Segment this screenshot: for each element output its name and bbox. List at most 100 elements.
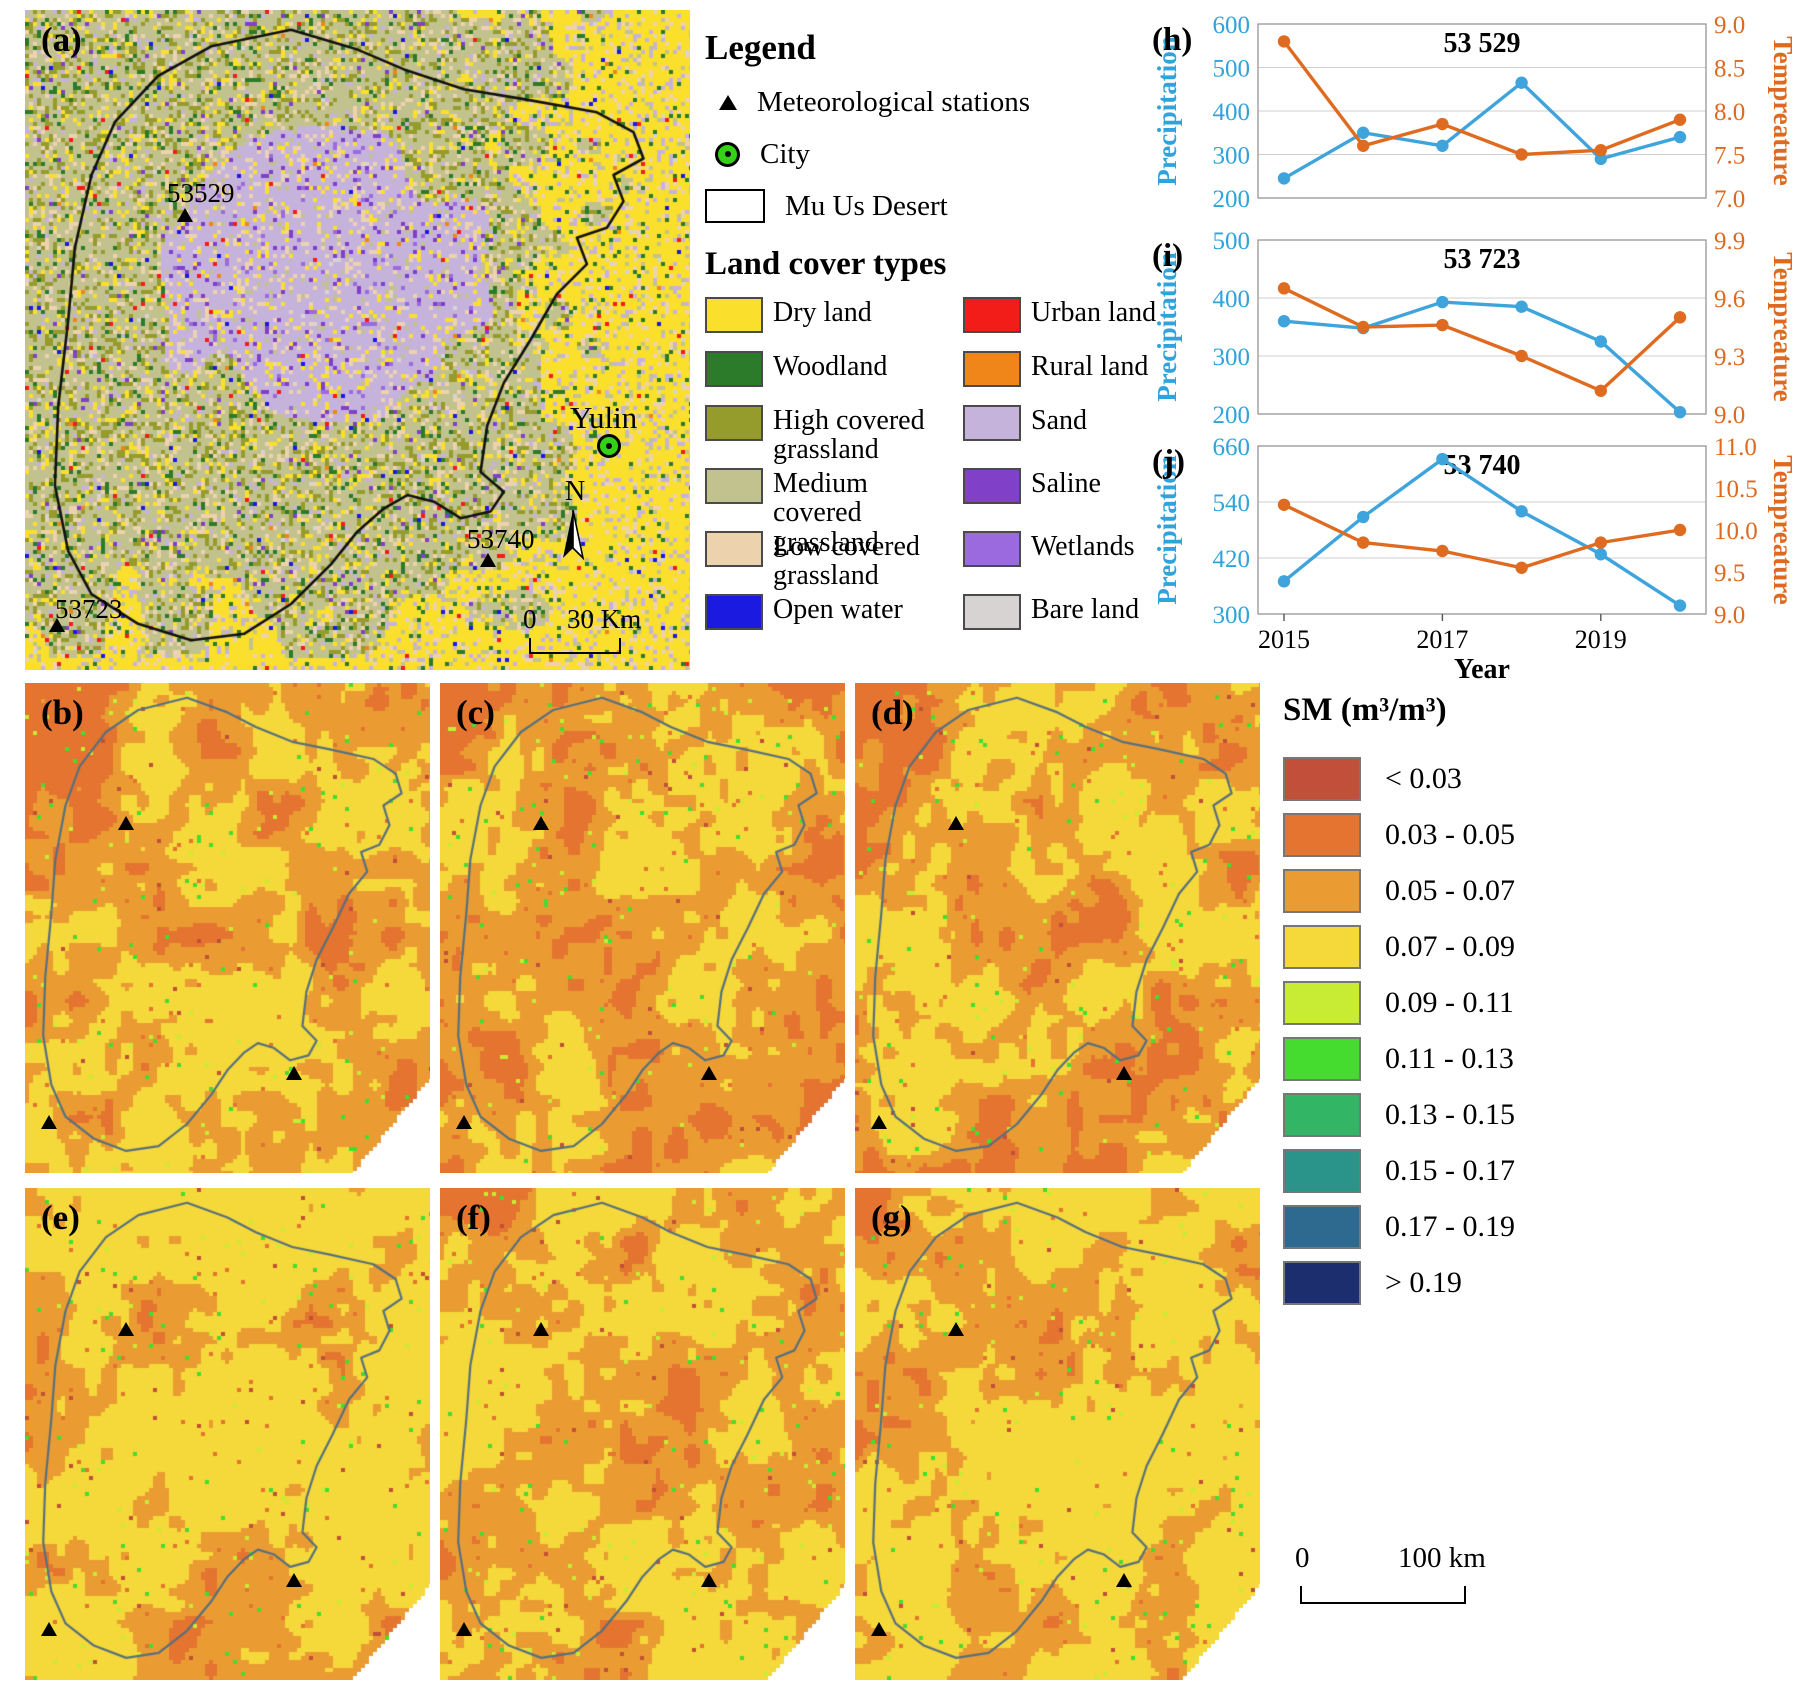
landcover-map-canvas [25,10,690,670]
landcover-item: Bare land [963,594,1178,648]
panel-label-g: (g) [871,1198,912,1237]
svg-text:600: 600 [1213,12,1251,39]
sm-map-f: (f) [440,1188,845,1680]
sm-map-e: (e) [25,1188,430,1680]
color-swatch [1283,757,1361,801]
svg-text:200: 200 [1213,402,1251,429]
svg-text:10.0: 10.0 [1714,518,1758,545]
sm-class-item: 0.03 - 0.05 [1283,807,1703,863]
svg-text:500: 500 [1213,228,1251,255]
color-swatch [963,594,1021,630]
svg-text:Tempreature: Tempreature [1768,252,1795,402]
svg-text:400: 400 [1213,99,1251,126]
station-triangle [286,1065,303,1080]
color-swatch [1283,981,1361,1025]
svg-text:2015: 2015 [1258,625,1310,654]
landcover-item: Sand [963,405,1178,468]
color-swatch [1283,1261,1361,1305]
sm-class-item: 0.09 - 0.11 [1283,975,1703,1031]
color-swatch [705,594,763,630]
station-triangle [456,1621,473,1636]
color-swatch [963,297,1021,333]
station-triangle [701,1065,718,1080]
color-swatch [1283,1149,1361,1193]
panel-label-b: (b) [41,693,84,732]
station-triangle [948,816,965,830]
panel-label-a: (a) [41,20,82,59]
landcover-legend-grid: Dry land Urban land Woodland Rural land … [705,297,1180,648]
sm-class-item: 0.13 - 0.15 [1283,1087,1703,1143]
sm-class-item: 0.15 - 0.17 [1283,1143,1703,1199]
svg-text:400: 400 [1213,286,1251,313]
station-triangle [1116,1572,1133,1587]
landcover-item: Saline [963,468,1178,531]
svg-text:Precipitation: Precipitation [1152,252,1182,401]
sm-map-canvas [25,683,430,1173]
svg-text:Precipitation: Precipitation [1152,36,1182,185]
sm-scalebar-end: 100 km [1398,1542,1486,1574]
chart-precip-temp-53740: 300 420 540 660 9.0 9.5 10.0 10.5 11.0 Precipitat… [1152,434,1795,685]
sm-map-canvas [855,1188,1260,1680]
sm-class-item: 0.11 - 0.13 [1283,1031,1703,1087]
svg-text:(h): (h) [1152,22,1192,58]
svg-text:300: 300 [1213,602,1251,629]
svg-text:540: 540 [1213,490,1251,517]
sm-map-canvas [440,683,845,1173]
legend-item-desert: Mu Us Desert [705,188,1180,224]
legend-title: Legend [705,28,816,67]
svg-text:9.0: 9.0 [1714,12,1745,39]
sm-legend-title: SM (m³/m³) [1283,692,1447,728]
panel-label-d: (d) [871,693,914,732]
north-label: N [565,476,586,507]
svg-text:(j): (j) [1152,444,1185,480]
sm-class-item: 0.07 - 0.09 [1283,919,1703,975]
svg-text:53 723: 53 723 [1444,244,1521,275]
landcover-item: Wetlands [963,531,1178,594]
svg-text:(i): (i) [1152,238,1183,274]
station-triangle [456,1114,473,1129]
svg-text:9.0: 9.0 [1714,402,1745,429]
svg-text:9.3: 9.3 [1714,344,1745,371]
sm-class-item: > 0.19 [1283,1255,1703,1311]
station-triangle-53740 [480,553,496,567]
landcover-item: Urban land [963,297,1178,351]
svg-text:Tempreature: Tempreature [1768,455,1795,605]
svg-text:500: 500 [1213,56,1251,83]
color-swatch [705,531,763,567]
svg-text:53 529: 53 529 [1444,28,1521,59]
station-triangle [948,1321,965,1336]
landcover-item: Dry land [705,297,963,351]
landcover-item: Rural land [963,351,1178,405]
legend: Legend Meteorological stations City Mu U… [705,28,1180,648]
svg-text:10.5: 10.5 [1714,476,1758,503]
panel-label-f: (f) [456,1198,491,1237]
sm-scalebar-bracket [1300,1586,1466,1604]
sm-map-canvas [25,1188,430,1680]
svg-text:8.0: 8.0 [1714,99,1745,126]
color-swatch [1283,1037,1361,1081]
city-dot-icon [715,141,740,167]
legend-item-label: Mu Us Desert [785,189,948,222]
svg-text:Precipitation: Precipitation [1152,455,1182,604]
svg-text:9.5: 9.5 [1714,560,1745,587]
svg-text:420: 420 [1213,546,1251,573]
chart-precip-temp-53529: 200 300 400 500 600 7.0 7.5 8.0 8.5 9.0 Precipitat… [1152,12,1795,213]
svg-text:Year: Year [1454,654,1510,685]
svg-text:200: 200 [1213,186,1251,213]
station-triangle [286,1572,303,1587]
sm-map-c: (c) [440,683,845,1173]
legend-item-stations: Meteorological stations [705,84,1180,120]
color-swatch [1283,925,1361,969]
city-label-yulin: Yulin [570,400,638,435]
color-swatch [1283,869,1361,913]
landcover-map-panel: (a) 53529 53723 53740 Yulin N 0 30 Km [25,10,690,670]
landcover-item: High covered grassland [705,405,963,468]
svg-text:7.0: 7.0 [1714,186,1745,213]
svg-text:9.6: 9.6 [1714,286,1745,313]
station-triangle [701,1572,718,1587]
landcover-item: Woodland [705,351,963,405]
color-swatch [1283,813,1361,857]
station-triangle-53529 [177,208,193,222]
color-swatch [705,297,763,333]
